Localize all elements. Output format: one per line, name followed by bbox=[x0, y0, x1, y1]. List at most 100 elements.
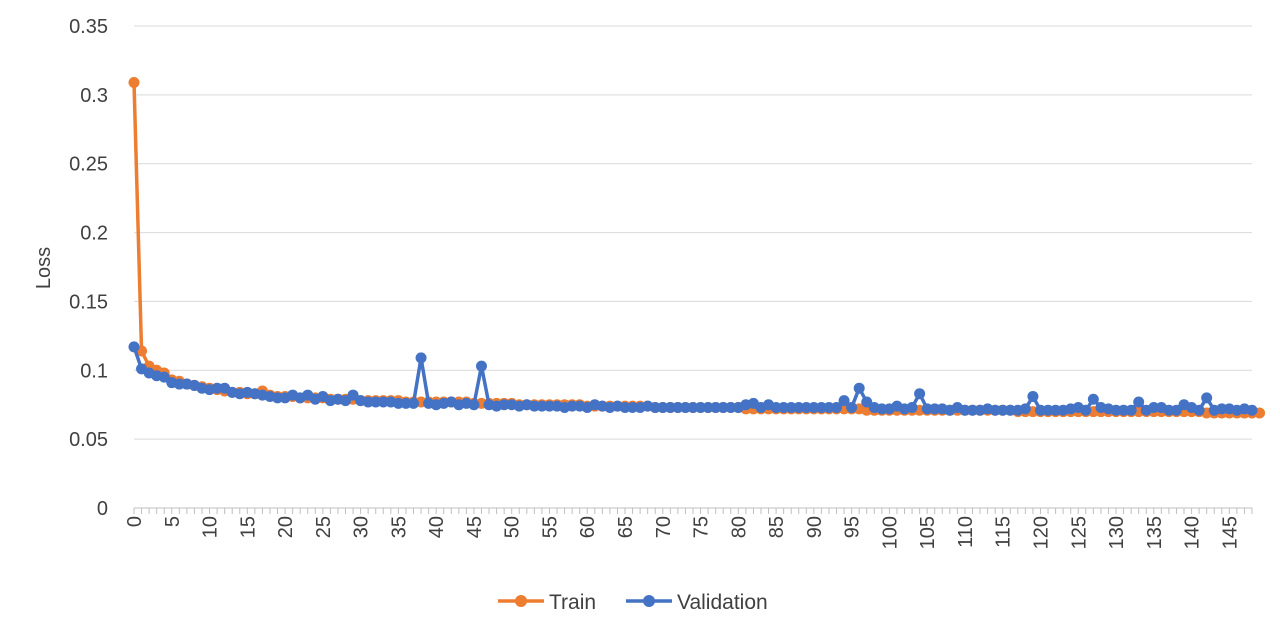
validation-point bbox=[1087, 393, 1099, 405]
validation-point bbox=[725, 401, 737, 413]
validation-point bbox=[785, 401, 797, 413]
gridlines bbox=[134, 25, 1252, 440]
validation-point bbox=[543, 400, 555, 412]
validation-point bbox=[664, 401, 676, 413]
validation-point bbox=[415, 352, 427, 364]
x-tick-label: 10 bbox=[200, 516, 222, 538]
x-tick-label: 45 bbox=[464, 516, 486, 538]
train-point bbox=[128, 76, 140, 88]
x-tick-label: 20 bbox=[275, 516, 297, 538]
x-tick-label: 80 bbox=[728, 516, 750, 538]
y-axis-ticks: 0 0.05 0.1 0.15 0.2 0.25 0.3 0.35 bbox=[69, 16, 108, 520]
validation-point bbox=[989, 404, 1001, 416]
validation-point bbox=[770, 401, 782, 413]
validation-point bbox=[906, 401, 918, 413]
validation-point bbox=[1080, 404, 1092, 416]
validation-point bbox=[1246, 404, 1258, 416]
x-tick-label: 75 bbox=[691, 516, 713, 538]
validation-point bbox=[1050, 404, 1062, 416]
x-tick-label: 40 bbox=[426, 516, 448, 538]
validation-point bbox=[853, 382, 865, 394]
x-tick-label: 55 bbox=[539, 516, 561, 538]
validation-point bbox=[1148, 401, 1160, 413]
validation-point bbox=[1019, 403, 1031, 415]
validation-point bbox=[408, 397, 419, 409]
validation-point bbox=[211, 382, 223, 394]
y-axis-title: Loss bbox=[33, 247, 55, 289]
x-tick-label: 110 bbox=[955, 516, 977, 548]
legend-swatch-marker bbox=[643, 595, 655, 607]
x-tick-label: 140 bbox=[1182, 516, 1204, 549]
validation-point bbox=[679, 401, 691, 413]
validation-point bbox=[914, 388, 926, 400]
y-tick-label: 0.3 bbox=[80, 85, 108, 107]
x-tick-label: 5 bbox=[162, 516, 184, 527]
validation-point bbox=[128, 341, 140, 353]
validation-point bbox=[1004, 404, 1016, 416]
validation-point bbox=[370, 396, 382, 408]
validation-point bbox=[657, 401, 669, 413]
train-line bbox=[132, 82, 1260, 415]
x-tick-label: 125 bbox=[1068, 516, 1090, 549]
validation-point bbox=[778, 401, 790, 413]
validation-point bbox=[392, 397, 404, 409]
validation-point bbox=[627, 401, 639, 413]
x-tick-label: 0 bbox=[124, 516, 146, 527]
validation-point bbox=[528, 400, 540, 412]
validation-point bbox=[1042, 404, 1054, 416]
legend-item-train: Train bbox=[498, 591, 596, 614]
validation-point bbox=[1125, 404, 1137, 416]
validation-point bbox=[687, 401, 699, 413]
validation-point bbox=[997, 404, 1009, 416]
validation-point bbox=[808, 401, 820, 413]
validation-point bbox=[967, 404, 978, 416]
validation-point bbox=[921, 403, 933, 415]
validation-point bbox=[158, 371, 170, 383]
validation-point bbox=[1216, 403, 1228, 415]
legend-item-validation: Validation bbox=[626, 591, 768, 614]
validation-point bbox=[400, 397, 412, 409]
validation-point bbox=[838, 395, 850, 407]
validation-point bbox=[1118, 404, 1130, 416]
validation-point bbox=[1163, 404, 1175, 416]
validation-point bbox=[800, 401, 812, 413]
validation-point bbox=[362, 396, 374, 408]
x-tick-label: 135 bbox=[1144, 516, 1166, 549]
legend-label: Train bbox=[549, 591, 596, 614]
validation-point bbox=[1201, 392, 1213, 404]
y-tick-label: 0.05 bbox=[69, 429, 108, 451]
x-tick-label: 100 bbox=[879, 516, 901, 549]
validation-point bbox=[823, 401, 835, 413]
validation-point bbox=[1170, 404, 1182, 416]
x-tick-label: 60 bbox=[577, 516, 599, 538]
validation-point bbox=[1110, 404, 1122, 416]
validation-point bbox=[793, 401, 805, 413]
validation-point bbox=[475, 360, 487, 372]
series-train bbox=[128, 76, 1266, 419]
y-tick-label: 0.2 bbox=[80, 223, 108, 245]
validation-point bbox=[702, 401, 714, 413]
legend-label: Validation bbox=[677, 591, 768, 614]
x-axis: 0 5 10 15 20 25 30 35 40 45 50 55 60 65 70 75 80 85 90 95 10… bbox=[124, 507, 1253, 549]
y-tick-label: 0.1 bbox=[80, 360, 108, 382]
validation-point bbox=[672, 401, 684, 413]
validation-point bbox=[846, 401, 858, 413]
validation-point bbox=[876, 403, 888, 415]
legend-swatch-marker bbox=[515, 595, 527, 607]
validation-point bbox=[649, 401, 661, 413]
validation-point bbox=[619, 401, 631, 413]
validation-point bbox=[831, 401, 843, 413]
y-tick-label: 0.35 bbox=[69, 16, 108, 38]
validation-point bbox=[1133, 396, 1145, 408]
validation-point bbox=[815, 401, 827, 413]
validation-point bbox=[347, 389, 359, 401]
x-tick-label: 120 bbox=[1030, 516, 1052, 549]
y-tick-label: 0.25 bbox=[69, 154, 108, 176]
validation-point bbox=[1027, 390, 1039, 402]
legend: Train Validation bbox=[498, 591, 768, 614]
series-layer bbox=[128, 76, 1266, 419]
validation-point bbox=[377, 396, 389, 408]
validation-point bbox=[340, 395, 352, 407]
validation-point bbox=[566, 400, 578, 412]
x-tick-label: 115 bbox=[993, 516, 1015, 548]
